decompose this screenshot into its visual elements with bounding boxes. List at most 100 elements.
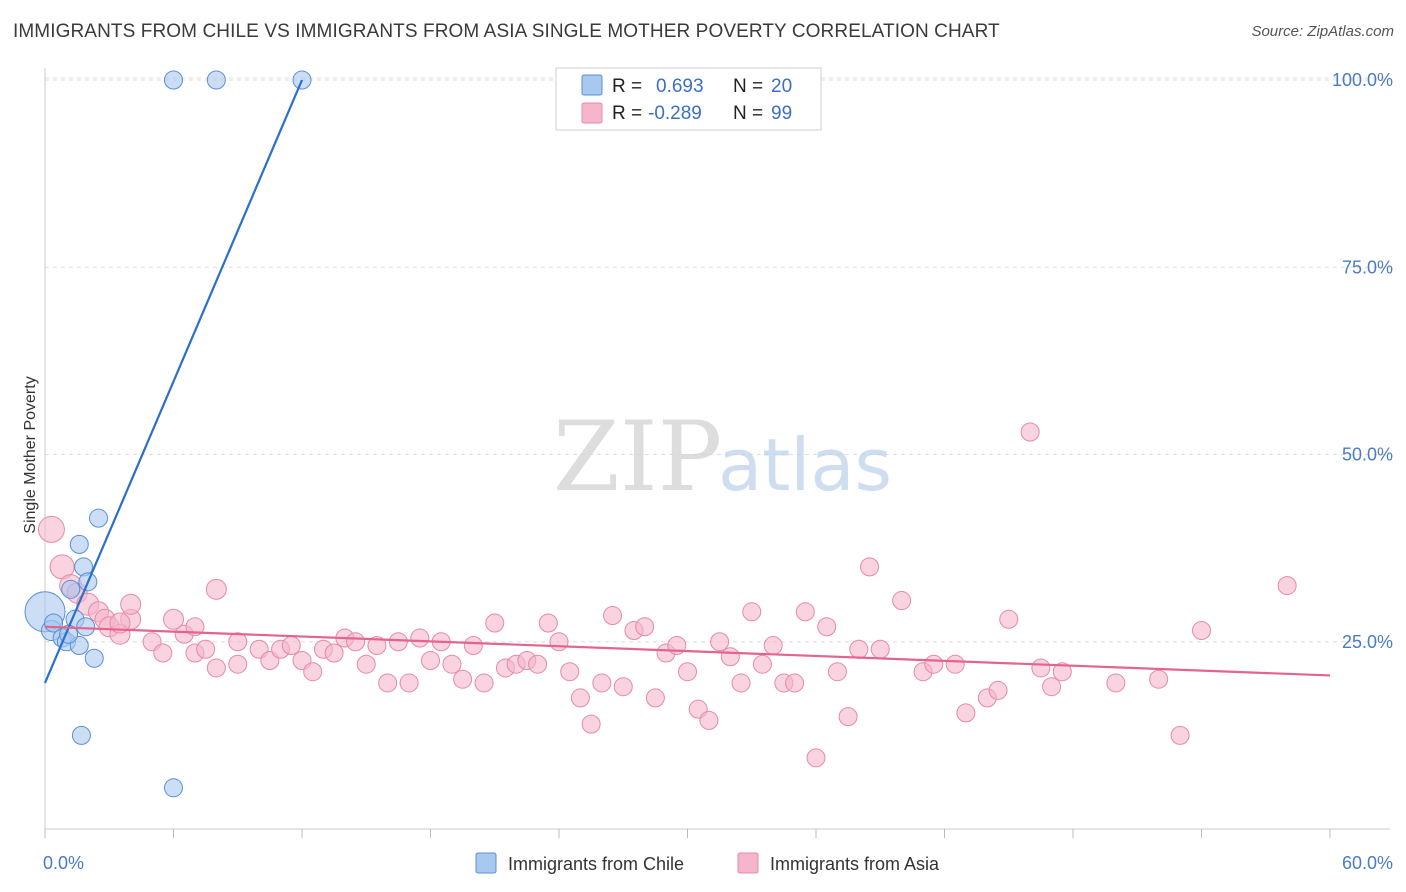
asia-point [153,643,173,663]
asia-point [421,650,440,670]
asia-point [1106,673,1126,693]
asia-point [205,578,227,600]
asia-point [399,673,419,693]
y-tick-label: 50.0% [1342,445,1393,465]
asia-point [37,515,65,543]
legend-r-label-asia: R = [612,103,642,124]
asia-point [827,662,847,682]
watermark: ZIP atlas [553,401,892,513]
asia-points [37,422,1297,768]
asia-point [1031,658,1051,678]
asia-point [120,593,142,615]
asia-point [817,617,837,637]
chile-point [76,617,96,637]
chile-point [206,70,226,90]
asia-point [463,635,483,655]
asia-point [999,609,1019,629]
bottom-legend-asia-swatch [737,852,759,874]
asia-point [228,654,248,674]
asia-point [603,606,623,626]
asia-point [1170,725,1190,745]
asia-point [346,632,366,652]
asia-point [1192,621,1211,641]
asia-point [206,658,226,678]
asia-point [1020,422,1040,442]
asia-point [388,632,408,652]
watermark-zip: ZIP [553,401,722,513]
asia-point [442,654,462,674]
asia-point [795,602,815,622]
legend-r-value-chile: 0.693 [656,76,704,97]
legend-n-value-asia: 99 [771,103,792,124]
asia-point [538,613,558,633]
asia-point [678,662,697,682]
asia-point [367,635,387,655]
chile-point [71,725,91,745]
asia-point [731,673,751,693]
chart-source: Source: ZipAtlas.com [1251,23,1394,40]
bottom-legend-asia-label: Immigrants from Asia [770,854,940,874]
asia-point [645,688,665,708]
asia-point [549,632,569,652]
asia-point [988,680,1008,700]
asia-point [860,557,880,577]
asia-point [720,647,740,667]
asia-point [228,632,248,652]
asia-point [1277,576,1297,596]
chile-point [61,579,81,599]
bottom-legend: Immigrants from Chile Immigrants from As… [475,852,940,874]
asia-point [742,602,762,622]
legend-chile-swatch [581,74,603,96]
chile-point [84,648,104,668]
asia-point [356,654,376,674]
asia-point [849,639,869,659]
asia-point [870,639,890,659]
y-tick-label: 75.0% [1342,257,1393,277]
asia-point [281,635,301,655]
asia-point [303,662,323,682]
asia-point [710,632,730,652]
asia-point [109,612,131,634]
asia-point [528,654,548,674]
legend-asia-swatch [581,102,603,124]
legend-n-label-asia: N = [733,103,763,124]
legend-n-value-chile: 20 [771,76,792,97]
asia-trend-line [44,625,1331,677]
y-tick-label: 100.0% [1332,70,1393,90]
asia-point [560,662,580,682]
grid-layer [45,77,1390,643]
chile-points [24,70,312,798]
chile-point [164,778,183,798]
asia-point [892,591,912,611]
trend-layer [43,79,1331,684]
asia-point [1149,669,1169,689]
asia-point [1052,662,1072,682]
asia-point [196,639,216,659]
asia-point [592,673,612,693]
asia-point [699,710,719,730]
tick-layer: 25.0% 50.0% 75.0% 100.0% 0.0% 60.0% [43,70,1393,873]
asia-point [838,707,858,727]
legend-r-label-chile: R = [612,76,642,97]
chile-point [69,534,89,554]
asia-point [453,669,473,689]
asia-point [806,748,826,768]
asia-point [474,673,494,693]
bottom-legend-chile-swatch [475,852,497,874]
asia-point [163,608,184,630]
watermark-atlas: atlas [718,423,892,507]
asia-point [785,673,805,693]
chile-point [164,70,183,90]
asia-point [763,635,783,655]
asia-point [635,617,655,637]
asia-point [752,654,772,674]
chile-trend-line [43,79,304,684]
asia-point [613,677,633,697]
axis-layer [44,68,1390,830]
chart-title: IMMIGRANTS FROM CHILE VS IMMIGRANTS FROM… [13,21,1000,42]
asia-point [1042,677,1062,697]
asia-point [485,613,505,633]
legend-r-value-asia: -0.289 [648,103,702,124]
legend-box: R = 0.693 N = 20 R = -0.289 N = 99 [555,67,822,131]
